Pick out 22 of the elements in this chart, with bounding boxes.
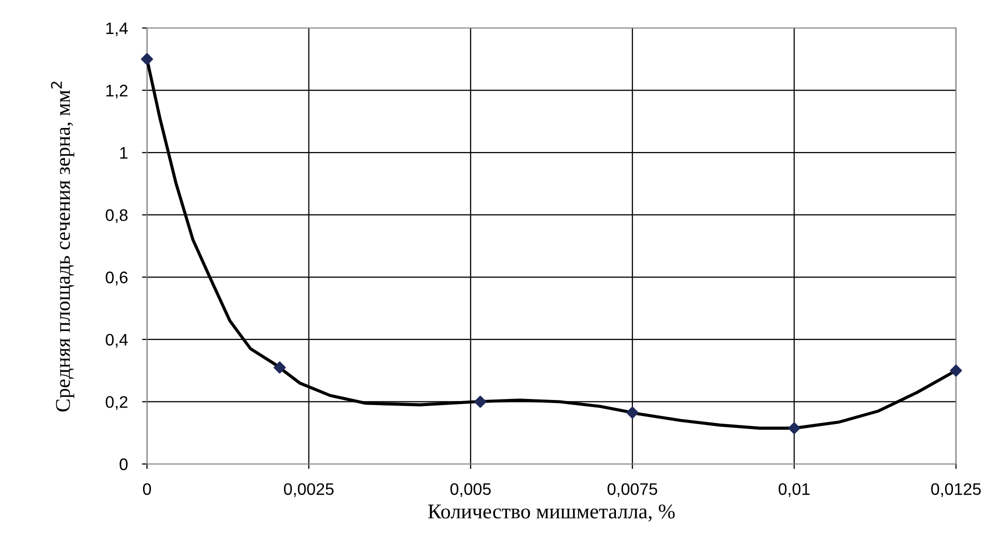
x-tick-label: 0 — [143, 483, 151, 495]
y-axis-title: Средняя площадь сечения зерна, мм$^{2}$ — [50, 82, 74, 412]
point — [274, 361, 286, 374]
point — [626, 406, 638, 419]
point — [788, 422, 800, 434]
point — [950, 364, 962, 377]
x-tick-label: 0,0025 — [284, 483, 334, 497]
point — [474, 396, 486, 408]
x-tick-label: 0,01 — [778, 483, 810, 497]
point — [140, 53, 154, 66]
x-tick-label: 0,0075 — [608, 483, 658, 497]
y-tick-label: 0 — [120, 458, 128, 470]
x-axis-title: Количество мишметалла, % — [428, 504, 675, 522]
y-tick-label: 1 — [120, 147, 128, 159]
y-tick-label: 1,2 — [106, 84, 128, 98]
y-tick-label: 0,8 — [106, 209, 128, 224]
y-tick-label: 0,4 — [106, 334, 128, 348]
y-tick-label: 0,6 — [106, 272, 128, 286]
y-tick-label: 0,2 — [106, 396, 128, 410]
x-tick-label: 0,0125 — [931, 483, 981, 497]
x-tick-label: 0,005 — [450, 483, 491, 497]
y-tick-label: 1,4 — [106, 22, 128, 36]
